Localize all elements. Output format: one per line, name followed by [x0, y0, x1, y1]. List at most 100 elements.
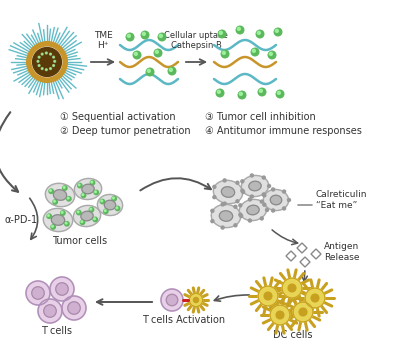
Circle shape: [26, 281, 50, 305]
Circle shape: [213, 196, 216, 199]
Circle shape: [65, 222, 69, 226]
Circle shape: [193, 298, 199, 302]
Circle shape: [222, 51, 225, 54]
Circle shape: [50, 277, 74, 301]
Circle shape: [54, 201, 56, 202]
Circle shape: [211, 220, 214, 223]
Circle shape: [101, 200, 103, 202]
Circle shape: [115, 206, 120, 211]
Circle shape: [78, 184, 80, 186]
Text: T cells Activation: T cells Activation: [143, 315, 225, 325]
Circle shape: [68, 302, 80, 314]
Circle shape: [288, 284, 296, 292]
Circle shape: [213, 186, 216, 188]
Ellipse shape: [74, 178, 102, 199]
Circle shape: [47, 214, 51, 218]
Ellipse shape: [81, 211, 93, 221]
Circle shape: [259, 89, 262, 92]
Circle shape: [221, 226, 224, 229]
Circle shape: [236, 181, 239, 184]
Circle shape: [262, 176, 265, 179]
Circle shape: [276, 311, 284, 319]
Circle shape: [268, 184, 271, 188]
Circle shape: [63, 186, 67, 190]
Circle shape: [263, 194, 266, 197]
Circle shape: [133, 51, 141, 59]
Text: Antigen
Release: Antigen Release: [324, 242, 359, 262]
Ellipse shape: [104, 200, 116, 210]
Circle shape: [94, 218, 95, 220]
Circle shape: [49, 189, 53, 194]
Circle shape: [168, 67, 176, 75]
Circle shape: [264, 292, 272, 300]
Circle shape: [241, 189, 244, 192]
Circle shape: [211, 209, 214, 212]
Circle shape: [219, 32, 222, 34]
Circle shape: [33, 48, 61, 76]
Text: ② Deep tumor penetration: ② Deep tumor penetration: [60, 126, 191, 136]
Circle shape: [44, 305, 56, 317]
Circle shape: [53, 56, 54, 58]
Circle shape: [63, 187, 65, 188]
Circle shape: [45, 68, 49, 72]
Circle shape: [45, 69, 47, 71]
Circle shape: [61, 211, 65, 215]
Text: Calreticulin
“Eat me”: Calreticulin “Eat me”: [316, 190, 368, 210]
Circle shape: [159, 34, 162, 37]
Circle shape: [67, 197, 69, 199]
Circle shape: [77, 211, 79, 213]
Circle shape: [65, 222, 67, 224]
Circle shape: [236, 26, 244, 34]
Circle shape: [56, 283, 68, 295]
Circle shape: [91, 181, 93, 183]
Circle shape: [90, 208, 92, 210]
Circle shape: [161, 289, 183, 311]
Circle shape: [41, 52, 45, 57]
Ellipse shape: [43, 208, 72, 232]
Circle shape: [41, 53, 43, 55]
Circle shape: [62, 296, 86, 320]
Text: TME
H⁺: TME H⁺: [94, 30, 112, 50]
Circle shape: [53, 60, 58, 64]
Circle shape: [239, 213, 242, 216]
Circle shape: [242, 190, 245, 194]
Circle shape: [38, 56, 40, 58]
Circle shape: [50, 190, 51, 191]
Ellipse shape: [219, 211, 232, 221]
Ellipse shape: [221, 187, 234, 197]
Circle shape: [269, 52, 272, 55]
Circle shape: [154, 49, 162, 57]
Circle shape: [221, 50, 229, 58]
Ellipse shape: [54, 190, 67, 200]
Circle shape: [104, 210, 106, 211]
Circle shape: [256, 30, 264, 38]
Circle shape: [270, 305, 290, 325]
Circle shape: [223, 179, 226, 182]
Ellipse shape: [97, 195, 123, 216]
Circle shape: [262, 193, 265, 196]
Text: DC cells: DC cells: [273, 330, 313, 340]
Circle shape: [266, 209, 269, 211]
Circle shape: [276, 90, 284, 98]
Circle shape: [51, 225, 56, 229]
Circle shape: [50, 53, 51, 55]
Ellipse shape: [51, 215, 65, 225]
Circle shape: [54, 61, 56, 62]
Circle shape: [52, 225, 54, 227]
Text: Tumor cells: Tumor cells: [52, 236, 108, 246]
Circle shape: [32, 287, 44, 299]
Text: ④ Antitumor immune responses: ④ Antitumor immune responses: [205, 126, 362, 136]
Circle shape: [248, 198, 251, 201]
Text: ③ Tumor cell inhibition: ③ Tumor cell inhibition: [205, 112, 316, 122]
Circle shape: [263, 203, 266, 206]
Circle shape: [250, 174, 253, 177]
Circle shape: [248, 219, 251, 222]
Circle shape: [37, 56, 42, 60]
Circle shape: [94, 190, 98, 195]
Circle shape: [38, 299, 62, 323]
Ellipse shape: [214, 180, 243, 204]
Circle shape: [76, 210, 81, 215]
Circle shape: [236, 200, 239, 203]
Ellipse shape: [242, 175, 269, 197]
Circle shape: [52, 64, 56, 68]
